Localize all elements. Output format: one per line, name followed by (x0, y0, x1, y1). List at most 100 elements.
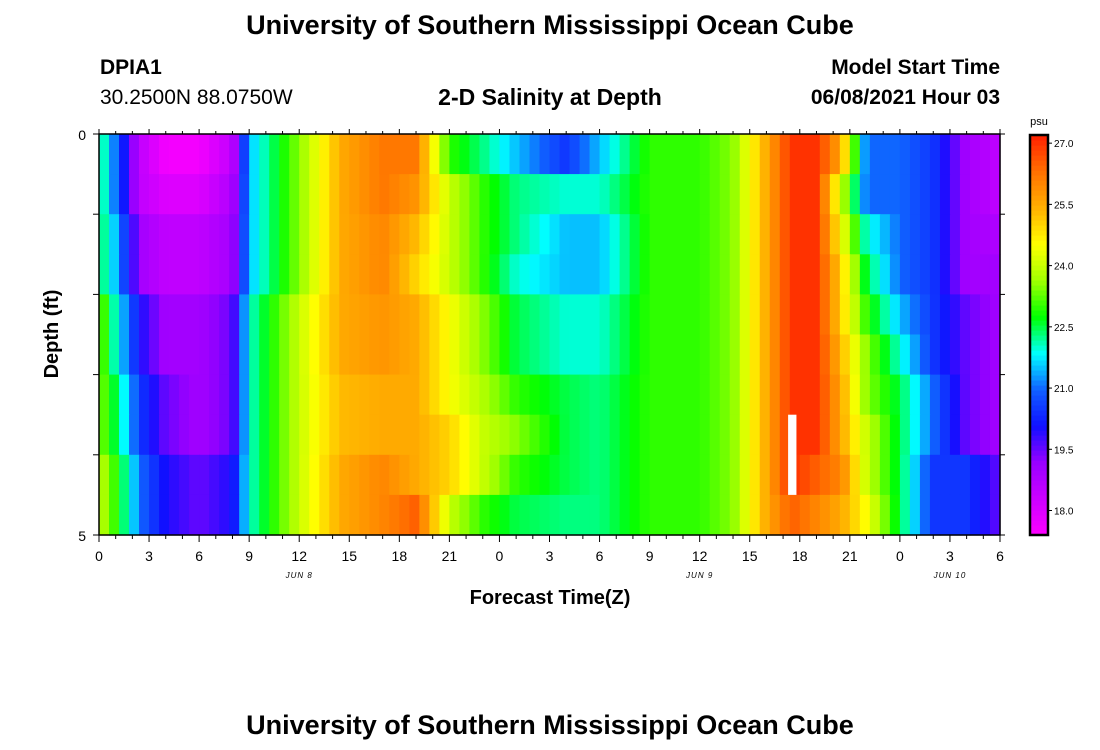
heat-cell (169, 334, 180, 376)
heat-cell (349, 294, 360, 336)
heat-cell (99, 414, 110, 456)
heat-cell (529, 374, 541, 416)
heat-cell (359, 294, 370, 336)
heat-cell (629, 374, 641, 416)
heat-cell (799, 134, 811, 175)
heat-cell (219, 254, 230, 295)
heat-cell (759, 334, 771, 376)
heat-cell (369, 454, 380, 496)
heat-cell (379, 134, 390, 175)
heat-cell (879, 174, 891, 215)
heat-cell (239, 494, 250, 536)
heat-cell (909, 294, 921, 336)
heat-cell (749, 334, 761, 376)
footer-title: University of Southern Mississippi Ocean… (246, 710, 854, 740)
heat-cell (99, 214, 110, 255)
heat-cell (249, 174, 260, 215)
heat-cell (149, 494, 160, 536)
heat-cell (159, 414, 170, 456)
heat-cell (239, 414, 250, 456)
heat-cell (539, 494, 551, 536)
heat-cell (369, 214, 380, 255)
heat-cell (229, 334, 240, 376)
heat-cell (599, 214, 611, 255)
heat-cell (599, 334, 611, 376)
heat-cell (659, 374, 671, 416)
colorbar-swatch (1030, 440, 1048, 446)
heat-cell (729, 174, 741, 215)
heat-cell (609, 214, 621, 255)
heat-cell (149, 214, 160, 255)
heat-cell (219, 334, 230, 376)
heat-cell (99, 374, 110, 416)
heat-cell (299, 414, 310, 456)
heat-cell (139, 214, 150, 255)
heat-cell (249, 214, 260, 255)
heat-cell (189, 374, 200, 416)
heat-cell (319, 294, 330, 336)
heat-cell (539, 254, 551, 295)
heat-cell (359, 374, 370, 416)
heat-cell (119, 414, 130, 456)
heat-cell (599, 374, 611, 416)
heat-cell (339, 254, 350, 295)
heat-cell (659, 334, 671, 376)
heat-cell (559, 294, 571, 336)
heat-cell (299, 454, 310, 496)
heat-cell (659, 454, 671, 496)
heat-cell (429, 494, 440, 536)
heat-cell (199, 334, 210, 376)
heat-cell (909, 334, 921, 376)
heat-cell (709, 374, 721, 416)
heat-cell (119, 174, 130, 215)
heat-cell (689, 334, 701, 376)
heat-cell (529, 334, 541, 376)
heat-cell (919, 214, 931, 255)
heat-cell (369, 334, 380, 376)
heat-cell (689, 294, 701, 336)
heat-cell (529, 494, 541, 536)
heat-cell (379, 414, 390, 456)
heat-cell (739, 254, 751, 295)
heat-cell (839, 134, 851, 175)
heat-cell (869, 134, 881, 175)
heat-cell (119, 454, 130, 496)
colorbar-swatch (1030, 145, 1048, 151)
heat-cell (949, 454, 961, 496)
heat-cell (449, 174, 460, 215)
heat-cell (609, 374, 621, 416)
heat-cell (279, 494, 290, 536)
heat-cell (869, 374, 881, 416)
heat-cell (429, 174, 440, 215)
heat-cell (609, 254, 621, 295)
heat-cell (829, 254, 841, 295)
colorbar-swatch (1030, 320, 1048, 326)
heat-cell (809, 374, 821, 416)
heat-cell (99, 334, 110, 376)
heat-cell (989, 334, 1001, 376)
colorbar-swatch (1030, 235, 1048, 241)
heat-cell (559, 454, 571, 496)
heat-cell (899, 174, 911, 215)
heat-cell (849, 454, 861, 496)
heat-cell (179, 294, 190, 336)
heat-cell (729, 374, 741, 416)
colorbar-swatch (1030, 190, 1048, 196)
heat-cell (729, 134, 741, 175)
heat-cell (809, 294, 821, 336)
heat-cell (659, 174, 671, 215)
heat-cell (149, 294, 160, 336)
heat-cell (599, 174, 611, 215)
heat-cell (829, 494, 841, 536)
colorbar-swatch (1030, 530, 1048, 536)
heat-cell (909, 374, 921, 416)
heat-cell (959, 414, 971, 456)
heat-cell (409, 494, 420, 536)
heat-cell (99, 294, 110, 336)
heat-cell (389, 254, 400, 295)
heat-cell (389, 494, 400, 536)
heat-cell (229, 494, 240, 536)
heat-cell (879, 494, 891, 536)
heat-cell (369, 174, 380, 215)
heat-cell (359, 174, 370, 215)
